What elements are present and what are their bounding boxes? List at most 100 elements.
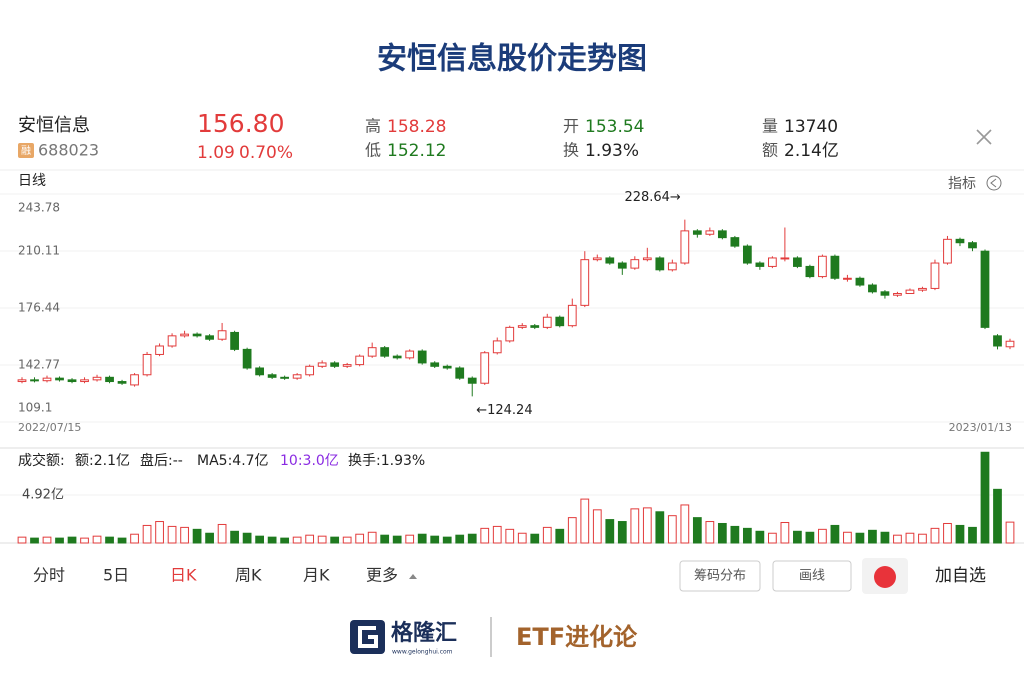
volume-bar	[567, 517, 577, 544]
volume-bar	[492, 525, 502, 544]
candle-body	[505, 326, 515, 342]
indicator-icon[interactable]	[986, 175, 1002, 191]
volume-bar	[542, 526, 552, 544]
volume-bar	[417, 533, 427, 544]
button-label[interactable]: 筹码分布	[694, 568, 746, 584]
volume-bar	[442, 536, 452, 544]
tab[interactable]: 分时	[33, 566, 65, 585]
button[interactable]	[679, 560, 761, 592]
vol-amount: 额:2.1亿	[75, 453, 130, 469]
volume-bar	[267, 536, 277, 544]
volume-bar	[230, 530, 239, 544]
volume-bar	[905, 532, 915, 544]
volume-bar	[55, 537, 64, 544]
candle-body	[292, 374, 302, 379]
volume-bar	[330, 536, 340, 544]
volume-bar	[405, 534, 415, 544]
candle-body	[430, 362, 440, 367]
candle-body	[17, 379, 27, 383]
start-date: 2022/07/15	[18, 421, 81, 434]
vol-tick-label: 4.92亿	[22, 488, 64, 503]
tab[interactable]: 更多	[366, 566, 398, 585]
y-tick-label: 243.78	[18, 201, 60, 215]
badge-bg	[18, 143, 34, 158]
price-annotation: 228.64→	[624, 190, 680, 205]
vol-after-hours: 盘后:--	[140, 452, 183, 469]
candle-body	[655, 257, 665, 271]
candle-body	[355, 355, 365, 366]
candle-body	[455, 367, 465, 379]
volume-bar	[180, 526, 189, 544]
tab[interactable]: 月K	[303, 566, 330, 585]
candle-body	[768, 257, 777, 267]
volume-bar	[943, 522, 952, 544]
volume-bar	[592, 509, 602, 544]
candle-body	[480, 352, 490, 384]
indicator-label[interactable]: 指标	[948, 176, 976, 192]
volume-bar	[930, 527, 940, 544]
candle-body	[55, 377, 64, 381]
button-label[interactable]: 画线	[799, 569, 825, 584]
candle-body	[367, 347, 377, 357]
volume-bar	[768, 532, 777, 544]
volume-bar	[342, 536, 352, 544]
candle-body	[442, 365, 452, 369]
button[interactable]	[772, 560, 852, 592]
candle-body	[205, 335, 214, 340]
volume-bar	[280, 537, 290, 544]
y-tick-label: 210.11	[18, 244, 60, 258]
tab[interactable]: 5日	[103, 566, 129, 585]
candle-body	[955, 238, 965, 244]
candle-body	[92, 376, 102, 381]
volume-bar	[780, 522, 790, 544]
candle-body	[267, 374, 277, 378]
volume-bar	[655, 511, 665, 544]
candle-body	[943, 238, 952, 264]
candle-body	[993, 335, 1002, 347]
candle-body	[630, 259, 640, 269]
candle-body	[180, 333, 189, 337]
volume-bar	[242, 532, 252, 544]
tab-active[interactable]: 日K	[170, 566, 197, 585]
candle-body	[580, 259, 590, 306]
candle-body	[868, 284, 877, 293]
y-tick-label: 176.44	[18, 301, 60, 315]
volume-bar	[217, 523, 227, 544]
volume-bar	[580, 498, 590, 544]
close-icon[interactable]	[976, 129, 992, 145]
candle-body	[818, 255, 827, 278]
add-watchlist[interactable]: 加自选	[935, 566, 986, 586]
brand: 格隆汇	[391, 620, 457, 646]
volume-bar	[105, 536, 114, 544]
volume-bar	[205, 532, 214, 544]
volume-bar	[667, 515, 677, 544]
candle-body	[555, 316, 565, 327]
turnover: 1.93%	[585, 141, 639, 161]
volume-bar	[317, 535, 327, 544]
volume-bar	[480, 527, 490, 544]
volume-bar	[92, 535, 102, 544]
candle-body	[793, 257, 802, 267]
y-tick-label: 109.1	[18, 401, 52, 415]
volume-bar	[42, 536, 52, 544]
volume-bar	[605, 519, 615, 544]
candle-body	[905, 289, 915, 295]
volume-bar	[292, 536, 302, 544]
badge: 融	[21, 145, 31, 157]
volume-bar	[255, 535, 264, 544]
price-annotation: ←124.24	[476, 403, 532, 418]
volume-bar	[755, 530, 765, 544]
volume-bar	[843, 531, 852, 544]
candle-body	[705, 230, 715, 235]
low-label: 低	[365, 141, 381, 160]
volume-bar	[830, 524, 840, 544]
volume-bar	[155, 521, 164, 544]
volume-bar	[630, 508, 640, 544]
candle-body	[617, 262, 627, 269]
volume-bar	[430, 535, 440, 544]
candle-body	[30, 379, 39, 382]
volume-bar	[893, 534, 902, 544]
tab[interactable]: 周K	[235, 566, 262, 585]
volume-bar	[818, 528, 827, 544]
brand-url: www.gelonghui.com	[392, 649, 453, 656]
